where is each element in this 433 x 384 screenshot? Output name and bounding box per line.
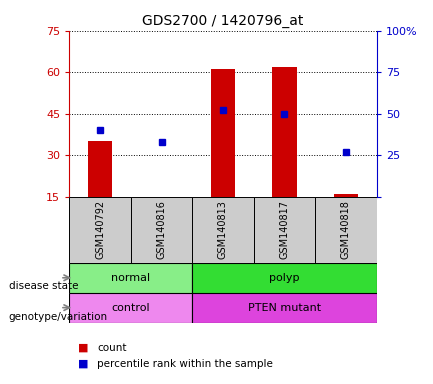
Bar	[192, 197, 254, 263]
Text: GSM140818: GSM140818	[341, 200, 351, 259]
Text: ■: ■	[78, 343, 88, 353]
Text: percentile rank within the sample: percentile rank within the sample	[97, 359, 273, 369]
Text: count: count	[97, 343, 127, 353]
Text: normal: normal	[111, 273, 150, 283]
Text: PTEN mutant: PTEN mutant	[248, 303, 321, 313]
Bar	[69, 263, 192, 293]
Bar	[211, 70, 235, 197]
Bar	[69, 293, 192, 323]
Bar	[315, 197, 377, 263]
Text: GSM140813: GSM140813	[218, 200, 228, 259]
Bar	[272, 67, 297, 197]
Text: genotype/variation: genotype/variation	[9, 312, 108, 322]
Bar	[88, 141, 112, 197]
Bar	[254, 197, 315, 263]
Text: ■: ■	[78, 359, 88, 369]
Bar	[334, 194, 358, 197]
Text: GSM140817: GSM140817	[279, 200, 290, 259]
Text: GSM140816: GSM140816	[156, 200, 167, 259]
Text: disease state: disease state	[9, 281, 78, 291]
Text: control: control	[111, 303, 150, 313]
Text: GSM140792: GSM140792	[95, 200, 105, 259]
Title: GDS2700 / 1420796_at: GDS2700 / 1420796_at	[142, 14, 304, 28]
Bar	[69, 197, 131, 263]
Bar	[192, 263, 377, 293]
Text: polyp: polyp	[269, 273, 300, 283]
Bar	[192, 293, 377, 323]
Bar	[131, 197, 192, 263]
